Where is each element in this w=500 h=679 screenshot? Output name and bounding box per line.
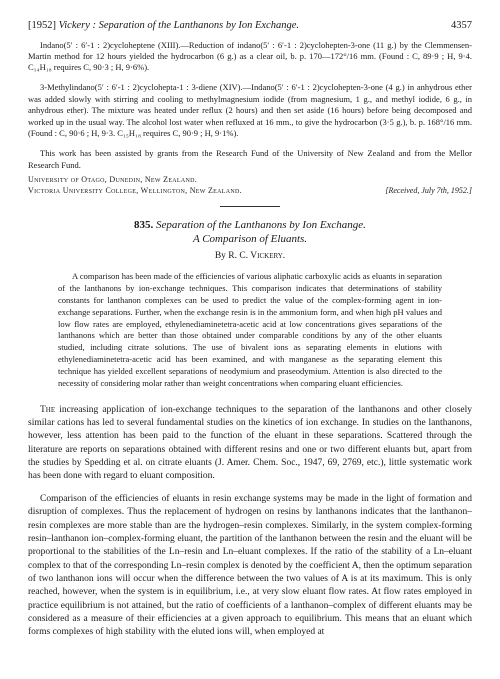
acknowledgement: This work has been assisted by grants fr… (28, 148, 472, 171)
prior-article-para-2: 3-Methylindano(5′ : 6′-1 : 2)cyclohepta-… (28, 82, 472, 139)
body-para-1: The increasing application of ion-exchan… (28, 404, 472, 484)
article-title-line: 835. Separation of the Lanthanons by Ion… (28, 219, 472, 231)
received-date: [Received, July 7th, 1952.] (385, 186, 472, 196)
article-title: Separation of the Lanthanons by Ion Exch… (156, 219, 366, 231)
affiliation-2: Victoria University College, Wellington,… (28, 186, 242, 195)
author-line: By R. C. Vickery. (28, 251, 472, 261)
body-para-1-text: increasing application of ion-exchange t… (28, 405, 472, 481)
header-page-number: 4357 (451, 20, 472, 31)
running-header: [1952] Vickery : Separation of the Lanth… (28, 20, 472, 31)
author-name: R. C. Vickery. (228, 251, 285, 261)
body-para-2: Comparison of the efficiencies of eluant… (28, 493, 472, 639)
journal-page: [1952] Vickery : Separation of the Lanth… (0, 0, 500, 665)
section-divider (220, 206, 280, 207)
article-subtitle: A Comparison of Eluants. (28, 233, 472, 245)
affiliation-1: University of Otago, Dunedin, New Zealan… (28, 175, 472, 185)
prior-article-para-1: Indano(5′ : 6′-1 : 2)cycloheptene (XIII)… (28, 40, 472, 74)
lead-word: The (40, 405, 59, 415)
header-running-title: Vickery : Separation of the Lanthanons b… (59, 20, 299, 31)
abstract: A comparison has been made of the effici… (58, 271, 442, 390)
article-number: 835. (134, 219, 153, 231)
author-prefix: By (215, 251, 226, 261)
header-year: [1952] (28, 20, 56, 31)
affiliation-block: University of Otago, Dunedin, New Zealan… (28, 175, 472, 196)
